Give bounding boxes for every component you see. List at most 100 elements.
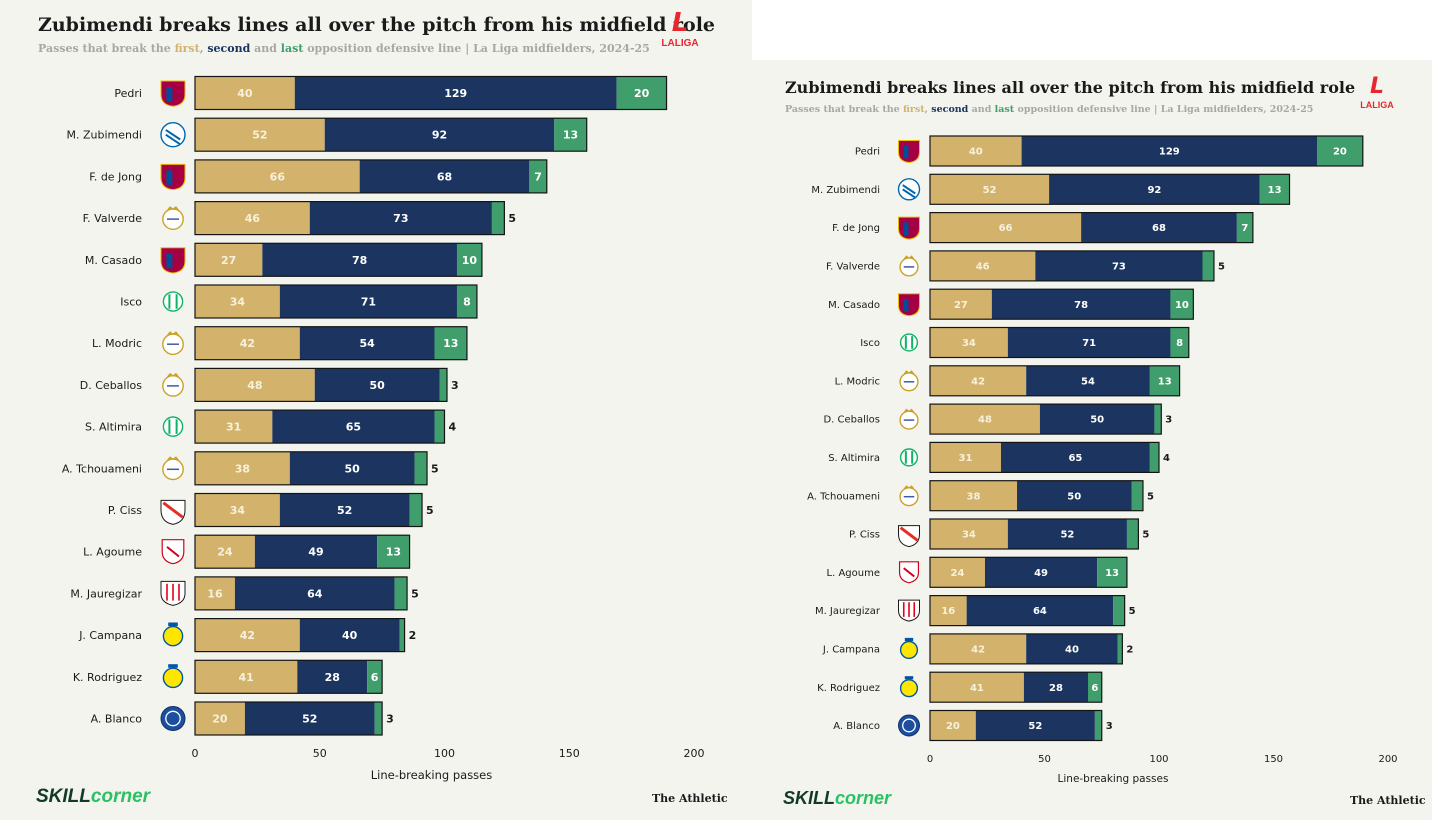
value-label-second: 92 [1147,185,1161,196]
las-palmas-crest-icon-crown [168,664,178,668]
bar-segment-last [1170,289,1194,320]
value-label-first: 34 [230,295,246,308]
bar-segment-first [930,136,1022,166]
value-label-last: 3 [1106,721,1113,732]
subtitle-text: , [924,104,932,115]
bar-outline [929,212,1254,244]
value-label-last: 5 [1218,262,1225,273]
real-madrid-crest-icon [899,485,919,507]
bar-row: M. Jauregizar 16 64 5 [815,594,1136,627]
value-label-first: 20 [212,712,228,725]
chart-subtitle: Passes that break the first, second and … [38,42,650,55]
bar-segment-last [1149,365,1180,396]
value-label-second: 40 [342,629,358,642]
bar-segment-second [244,702,375,735]
bar-segment-last [1236,212,1253,243]
bar-segment-last [554,118,587,152]
bar-row: A. Tchouameni 38 50 5 [62,451,439,486]
bar-row: M. Zubimendi 52 92 13 [811,173,1291,205]
value-label-first: 46 [976,262,990,273]
bar-outline [194,75,668,111]
subtitle-text: Passes that break the [785,104,903,115]
bar-row: M. Casado 27 78 10 [828,288,1194,320]
bar-segment-first [195,618,300,652]
bar-segment-first [930,212,1082,243]
value-label-last: 5 [431,462,439,475]
bar-row: A. Tchouameni 38 50 5 [807,480,1154,512]
player-label: Isco [860,338,880,349]
alaves-crest-icon [160,706,186,731]
real-sociedad-crest-icon-stripe [902,184,916,199]
value-label-last: 5 [1142,530,1149,541]
las-palmas-crest-icon [162,664,184,689]
bar-segment-second [262,243,457,277]
bar-outline [929,135,1364,167]
player-label: M. Casado [828,300,880,311]
subtitle-text: opposition defensive line | La Liga midf… [303,42,650,55]
value-label-second: 129 [1159,147,1180,158]
bar-segment-first [930,480,1018,511]
x-tick-label: 200 [684,747,705,760]
athletic-club-crest-icon [898,599,920,622]
value-label-last: 5 [411,587,419,600]
value-label-second: 50 [369,379,385,392]
player-label: D. Ceballos [80,379,142,392]
real-madrid-crest-icon [162,206,184,231]
value-label-last: 7 [534,170,542,183]
value-label-second: 129 [444,87,467,100]
value-label-first: 42 [240,337,255,350]
value-label-second: 52 [1028,721,1042,732]
bar-segment-second [1039,404,1155,435]
value-label-last: 8 [1176,338,1183,349]
bar-segment-last [414,451,428,485]
bar-row: D. Ceballos 48 50 3 [80,367,459,402]
bar-segment-first [195,660,298,694]
bar-outline [929,326,1190,359]
value-label-first: 31 [226,421,241,434]
bar-outline [929,441,1160,473]
bar-outline [194,201,505,236]
value-label-first: 27 [954,300,968,311]
subtitle-second: second [931,104,969,115]
subtitle-second: second [207,42,251,55]
value-label-last: 20 [634,87,650,100]
las-palmas-crest-icon-crown [904,676,914,680]
player-label: A. Tchouameni [62,462,142,475]
bar-row: J. Campana 42 40 2 [78,617,416,653]
value-label-first: 48 [978,415,992,426]
value-label-first: 42 [971,376,985,387]
bar-segment-second [1049,174,1260,205]
bar-outline [929,403,1162,435]
x-tick-label: 50 [1038,754,1051,765]
value-label-first: 34 [962,530,976,541]
player-label: M. Zubimendi [811,185,880,196]
real-madrid-crest-icon [162,331,184,356]
bar-segment-first [195,76,295,110]
barcelona-crest-icon [898,216,920,240]
value-label-second: 78 [352,254,367,267]
x-tick-label: 150 [1264,754,1283,765]
value-label-first: 48 [247,379,262,392]
subtitle-text: Passes that break the [38,42,175,55]
real-betis-crest-icon [162,416,184,437]
bar-segment-second [991,289,1171,320]
bar-segment-last [439,368,447,402]
bar-segment-first [930,710,976,741]
bar-outline [194,284,478,319]
player-label: F. Valverde [826,262,880,273]
bar-segment-last [374,702,383,735]
barcelona-crest-icon [160,163,186,191]
bar-segment-last [1113,595,1125,626]
bar-segment-first [930,595,967,626]
bar-segment-second [299,618,400,652]
value-label-last: 20 [1333,147,1347,158]
real-madrid-crest-icon [899,255,919,277]
value-label-first: 27 [221,254,236,267]
value-label-last: 13 [443,337,458,350]
skillcorner-skill: SKILL [783,788,835,808]
bar-row: A. Blanco 20 52 3 [91,701,394,736]
bar-row: P. Ciss 34 52 5 [108,492,434,528]
real-betis-crest-icon [899,448,919,467]
bar-segment-last [616,76,667,110]
sevilla-crest-icon [161,539,185,565]
